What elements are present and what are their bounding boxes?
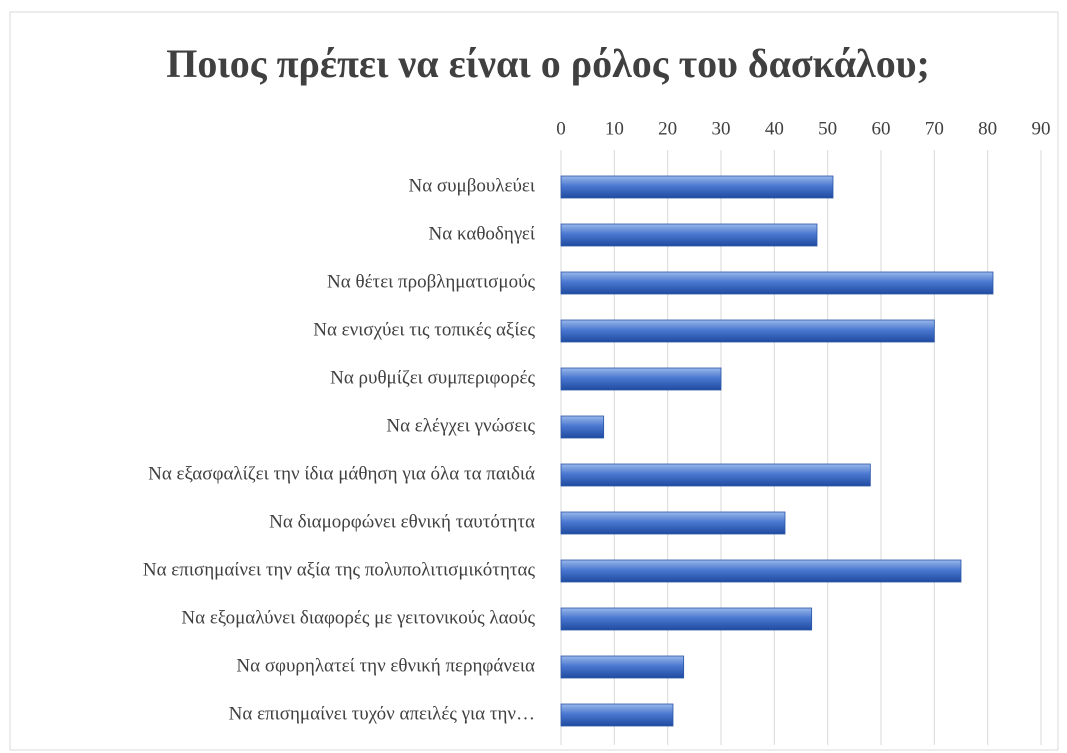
x-tick-label: 10 <box>605 118 624 139</box>
x-tick-label: 50 <box>818 118 837 139</box>
y-tick-label: Να θέτει προβληματισμούς <box>327 271 535 292</box>
bar <box>560 223 818 247</box>
y-tick-label: Να ρυθμίζει συμπεριφορές <box>330 367 535 388</box>
y-tick-label: Να ελέγχει γνώσεις <box>386 415 535 436</box>
x-tick-label: 0 <box>556 118 566 139</box>
y-tick-label: Να ενισχύει τις τοπικές αξίες <box>313 319 535 340</box>
x-tick-label: 30 <box>712 118 731 139</box>
y-tick-label: Να εξασφαλίζει την ίδια μάθηση για όλα τ… <box>148 463 535 484</box>
bar <box>560 607 813 631</box>
x-tick-label: 60 <box>872 118 891 139</box>
y-tick-label: Να επισημαίνει την αξία της πολυπολιτισμ… <box>143 559 536 580</box>
bar <box>560 511 786 535</box>
bar <box>560 703 674 727</box>
bar <box>560 271 994 295</box>
x-tick-label: 70 <box>925 118 944 139</box>
chart-border <box>9 11 1059 751</box>
x-tick-label: 80 <box>978 118 997 139</box>
chart-title: Ποιος πρέπει να είναι ο ρόλος του δασκάλ… <box>166 41 930 86</box>
y-tick-label: Να διαμορφώνει εθνική ταυτότητα <box>269 511 535 532</box>
y-tick-label: Να επισημαίνει τυχόν απειλές για την… <box>229 703 535 724</box>
bar <box>560 655 685 679</box>
bar <box>560 367 722 391</box>
y-tick-label: Να εξομαλύνει διαφορές με γειτονικούς λα… <box>181 607 535 628</box>
bar <box>560 175 834 199</box>
bar <box>560 319 935 343</box>
bar <box>560 559 962 583</box>
x-tick-label: 40 <box>765 118 784 139</box>
x-tick-label: 20 <box>658 118 677 139</box>
bar <box>560 415 605 439</box>
y-tick-label: Να καθοδηγεί <box>429 223 536 244</box>
bar <box>560 463 871 487</box>
y-tick-label: Να συμβουλεύει <box>408 175 535 196</box>
x-tick-label: 90 <box>1032 118 1051 139</box>
y-tick-label: Να σφυρηλατεί την εθνική περηφάνεια <box>236 655 535 676</box>
